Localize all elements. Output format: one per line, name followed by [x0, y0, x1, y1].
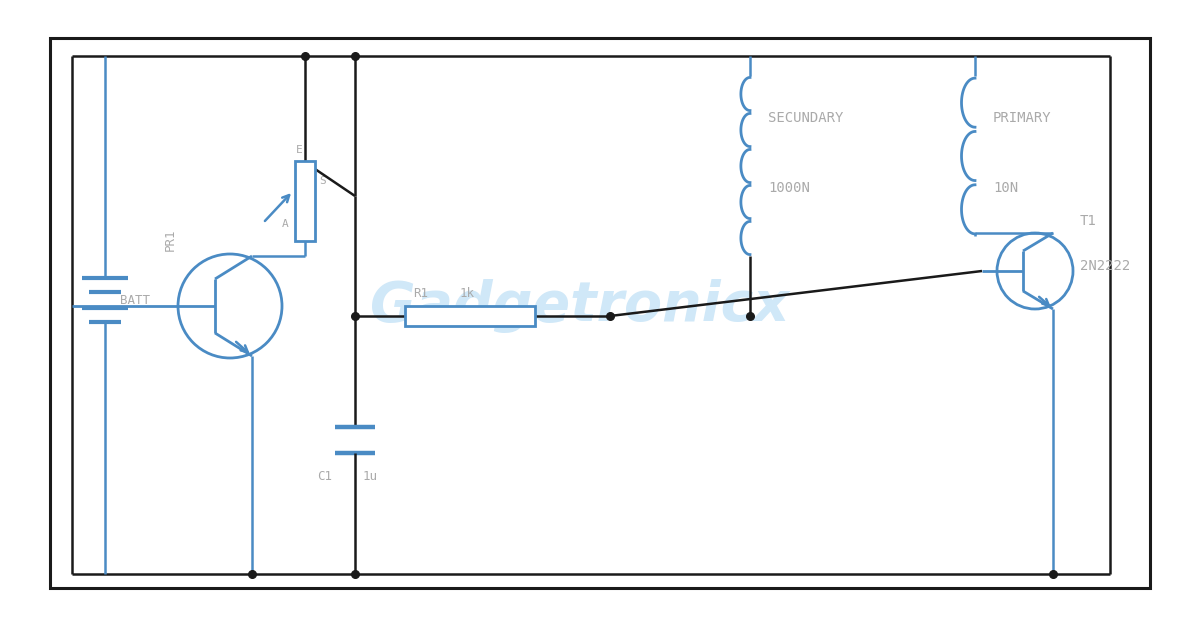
- Bar: [50, 38, 1150, 588]
- Text: Gadgetronicx: Gadgetronicx: [371, 279, 790, 333]
- Text: E: E: [296, 145, 302, 155]
- Text: 1k: 1k: [460, 287, 475, 300]
- Text: 2N2222: 2N2222: [1080, 259, 1130, 273]
- Text: R1: R1: [413, 287, 428, 300]
- Text: PR1: PR1: [163, 228, 176, 251]
- Text: BATT: BATT: [120, 294, 150, 307]
- Text: 1u: 1u: [364, 470, 378, 483]
- Text: T1: T1: [1080, 214, 1097, 228]
- Text: SECUNDARY: SECUNDARY: [768, 111, 844, 125]
- Text: A: A: [282, 219, 289, 229]
- Text: C1: C1: [317, 470, 332, 483]
- Text: 1000N: 1000N: [768, 181, 810, 195]
- Bar: [406, 306, 535, 326]
- Bar: [295, 161, 314, 241]
- Text: 10N: 10N: [994, 181, 1018, 195]
- Text: PRIMARY: PRIMARY: [994, 111, 1051, 125]
- Text: S: S: [319, 176, 325, 186]
